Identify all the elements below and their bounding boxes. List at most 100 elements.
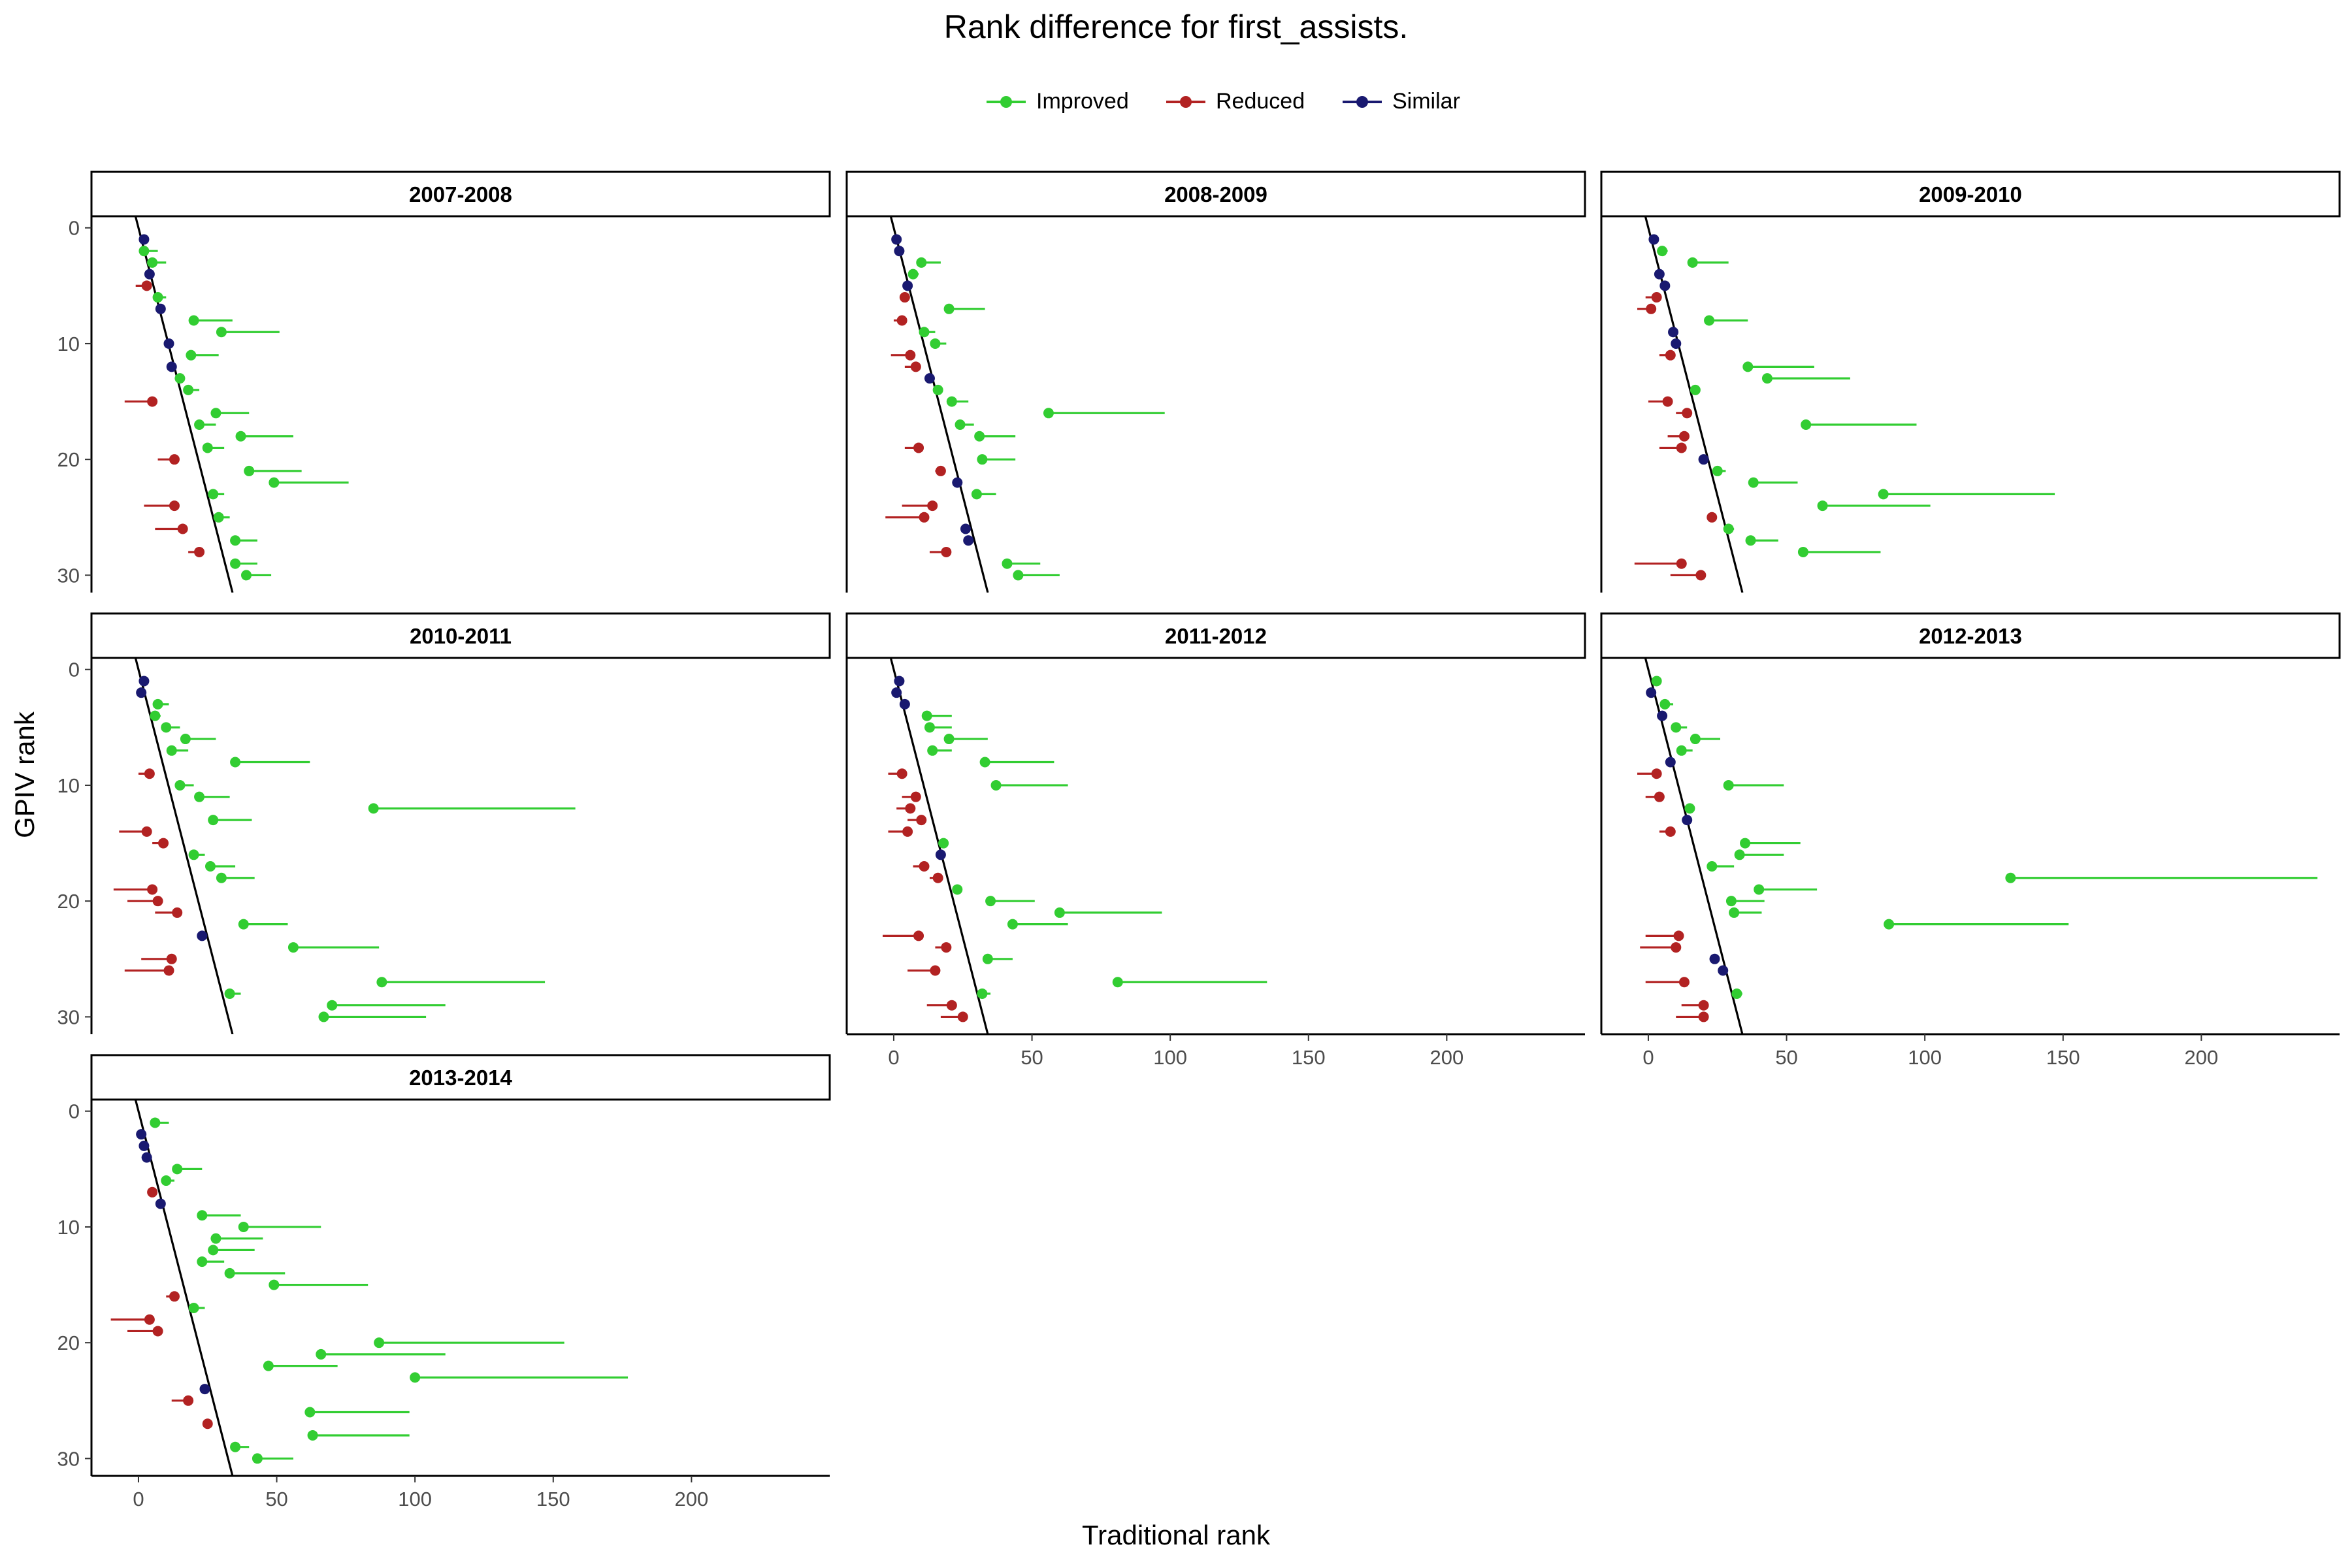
rank-point-improved: [1723, 779, 1734, 791]
rank-point-improved: [930, 338, 941, 349]
rank-point-improved: [1112, 977, 1123, 988]
rank-point-reduced: [930, 965, 941, 976]
rank-point-reduced: [1671, 942, 1682, 953]
facet-panel: 2011-2012 0 50 100 150 200: [845, 612, 1586, 1069]
rank-point-reduced: [927, 500, 938, 512]
rank-point-similar: [1654, 269, 1665, 280]
facet-strip: [90, 171, 831, 218]
rank-point-improved: [985, 896, 996, 907]
rank-point-improved: [216, 327, 227, 338]
facet-panel: 2008-2009: [845, 171, 1586, 593]
x-tick-label: 150: [1292, 1046, 1326, 1069]
rank-point-improved: [252, 1453, 263, 1464]
x-tick-label: 200: [1430, 1046, 1464, 1069]
y-tick-label: 0: [69, 217, 80, 240]
rank-point-similar: [163, 338, 174, 349]
x-tick-label: 100: [398, 1488, 432, 1511]
rank-point-improved: [161, 722, 172, 733]
rank-point-improved: [1734, 849, 1745, 860]
y-tick-label: 30: [57, 1005, 80, 1028]
rank-point-improved: [1878, 489, 1889, 500]
rank-point-reduced: [941, 546, 952, 557]
rank-point-reduced: [194, 546, 205, 557]
rank-point-reduced: [913, 930, 924, 941]
rank-point-reduced: [916, 815, 927, 826]
rank-point-similar: [891, 687, 902, 698]
rank-point-improved: [1690, 734, 1701, 745]
rank-point-improved: [202, 442, 213, 453]
facet-strip-label: 2013-2014: [409, 1066, 512, 1090]
rank-point-improved: [1801, 419, 1812, 431]
reference-line: [134, 1100, 234, 1476]
rank-point-similar: [1709, 953, 1720, 964]
rank-point-similar: [155, 1198, 166, 1209]
rank-point-similar: [139, 676, 150, 687]
rank-point-improved: [943, 734, 955, 745]
panel-data: [1637, 658, 2318, 1034]
rank-point-improved: [1707, 861, 1718, 872]
rank-point-improved: [979, 757, 990, 768]
rank-point-reduced: [1682, 408, 1693, 419]
rank-point-reduced: [152, 1326, 163, 1337]
rank-point-improved: [316, 1348, 327, 1360]
facet-strip: [845, 612, 1586, 659]
panel-data: [883, 658, 1267, 1034]
legend-label-improved: Improved: [1036, 89, 1129, 114]
rank-point-improved: [955, 419, 966, 431]
rank-point-similar: [1659, 280, 1671, 291]
rank-point-improved: [188, 315, 199, 326]
rank-point-similar: [144, 269, 155, 280]
rank-point-improved: [1742, 361, 1754, 372]
chart-title: Rank difference for first_assists.: [943, 8, 1409, 45]
rank-point-improved: [974, 431, 985, 442]
rank-point-reduced: [941, 942, 952, 953]
facet-strip: [90, 612, 831, 659]
rank-point-reduced: [905, 350, 916, 361]
x-tick-label: 200: [675, 1488, 709, 1511]
rank-point-improved: [230, 1441, 241, 1452]
x-tick-label: 50: [1775, 1046, 1797, 1069]
rank-point-improved: [1740, 838, 1751, 849]
rank-point-improved: [1690, 384, 1701, 395]
rank-point-improved: [194, 791, 205, 802]
rank-point-improved: [368, 803, 379, 814]
rank-point-improved: [1797, 546, 1808, 557]
rank-point-improved: [1817, 500, 1828, 512]
rank-point-improved: [147, 257, 158, 268]
rank-point-improved: [152, 698, 163, 710]
rank-point-reduced: [910, 791, 921, 802]
rank-point-improved: [1657, 246, 1668, 257]
rank-point-improved: [1013, 570, 1024, 581]
rank-point-reduced: [957, 1011, 968, 1022]
x-axis-title: Traditional rank: [1082, 1520, 1270, 1550]
rank-point-reduced: [1665, 826, 1676, 837]
panel-data: [885, 216, 1165, 593]
reference-line: [134, 216, 234, 593]
rank-point-similar: [899, 698, 910, 710]
rank-point-improved: [919, 327, 930, 338]
rank-point-improved: [1054, 907, 1065, 918]
rank-point-reduced: [910, 361, 921, 372]
rank-point-similar: [1657, 710, 1668, 721]
y-tick-label: 20: [57, 1331, 80, 1354]
rank-point-improved: [943, 303, 955, 314]
rank-point-reduced: [946, 1000, 957, 1011]
rank-point-improved: [1754, 884, 1765, 895]
rank-point-improved: [318, 1011, 329, 1022]
rank-point-improved: [1002, 558, 1013, 569]
rank-point-improved: [1712, 465, 1723, 476]
rank-point-similar: [924, 373, 935, 384]
rank-point-reduced: [152, 896, 163, 907]
rank-point-improved: [174, 779, 186, 791]
rank-point-similar: [894, 246, 905, 257]
rank-point-improved: [1748, 477, 1759, 488]
rank-point-improved: [208, 1245, 219, 1256]
rank-point-similar: [1646, 687, 1657, 698]
rank-point-reduced: [1695, 570, 1707, 581]
rank-point-improved: [1043, 408, 1054, 419]
facet-strip-label: 2012-2013: [1919, 624, 2022, 648]
rank-point-reduced: [1654, 791, 1665, 802]
legend-label-similar: Similar: [1392, 89, 1460, 114]
x-tick-label: 50: [265, 1488, 287, 1511]
